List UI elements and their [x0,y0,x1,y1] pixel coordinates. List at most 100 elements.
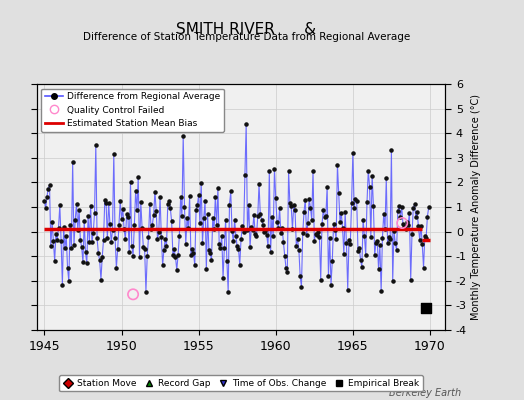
Point [398,204,406,210]
Point [399,221,407,227]
Point [314,228,322,235]
Point [69,159,77,165]
Point [387,147,396,153]
Point [310,237,319,244]
Point [210,226,218,232]
Point [219,274,227,281]
Point [112,264,121,271]
Point [270,166,279,172]
Point [250,212,258,218]
Point [328,258,336,264]
Point [419,264,428,271]
Point [394,207,402,214]
Point [184,225,192,231]
Point [368,172,376,179]
Point [241,172,249,178]
Point [388,278,397,285]
Text: SMITH RIVER      &: SMITH RIVER & [176,22,316,37]
Point [60,224,68,231]
Point [117,215,126,222]
Point [54,224,63,231]
Legend: Difference from Regional Average, Quality Control Failed, Estimated Station Mean: Difference from Regional Average, Qualit… [41,88,224,132]
Point [367,233,375,240]
Point [334,190,343,196]
Point [318,221,326,227]
Point [259,222,267,228]
Point [414,223,422,229]
Point [228,228,236,234]
Point [277,230,285,236]
Point [62,233,70,239]
Point [333,162,342,168]
Point [44,186,52,192]
Point [141,288,150,295]
Text: Berkeley Earth: Berkeley Earth [389,388,461,398]
Point [273,218,281,225]
Point [120,226,128,232]
Point [93,235,101,242]
Point [179,132,188,139]
Point [123,211,131,218]
Point [215,240,223,247]
Point [201,198,209,204]
Point [373,238,381,244]
Point [76,237,84,244]
Point [360,233,368,239]
Point [40,197,49,204]
Point [363,199,371,205]
Point [170,246,178,253]
Point [358,264,366,270]
Point [160,246,168,253]
Point [168,218,176,225]
Point [347,200,356,206]
Point [348,150,357,156]
Point [149,212,158,218]
Point [417,223,425,229]
Point [183,214,191,221]
Point [413,209,421,216]
Point [133,207,141,214]
Point [214,185,222,192]
Point [121,236,129,242]
Point [50,258,59,264]
Point [56,202,64,208]
Point [246,244,254,250]
Point [111,234,119,241]
Point [64,278,73,284]
Point [320,214,329,221]
Point [313,232,321,238]
Point [206,250,214,256]
Point [283,268,291,275]
Point [268,214,276,220]
Point [355,245,364,251]
Point [292,242,300,249]
Point [67,245,75,251]
Point [107,238,115,245]
Point [319,207,328,213]
Point [151,188,159,195]
Point [422,235,430,241]
Point [100,237,108,243]
Point [279,239,288,246]
Point [336,219,344,225]
Point [271,195,280,201]
Point [330,220,338,227]
Point [86,203,95,209]
Point [98,254,106,260]
Point [254,213,262,220]
Point [396,214,405,220]
Point [332,236,341,242]
Point [300,208,308,215]
Point [364,167,373,174]
Point [49,238,58,244]
Point [354,248,362,254]
Point [115,222,123,229]
Point [73,226,82,233]
Point [61,245,69,251]
Point [47,243,55,249]
Point [231,216,239,223]
Point [89,230,97,236]
Point [245,202,253,208]
Point [386,236,395,242]
Point [132,188,140,194]
